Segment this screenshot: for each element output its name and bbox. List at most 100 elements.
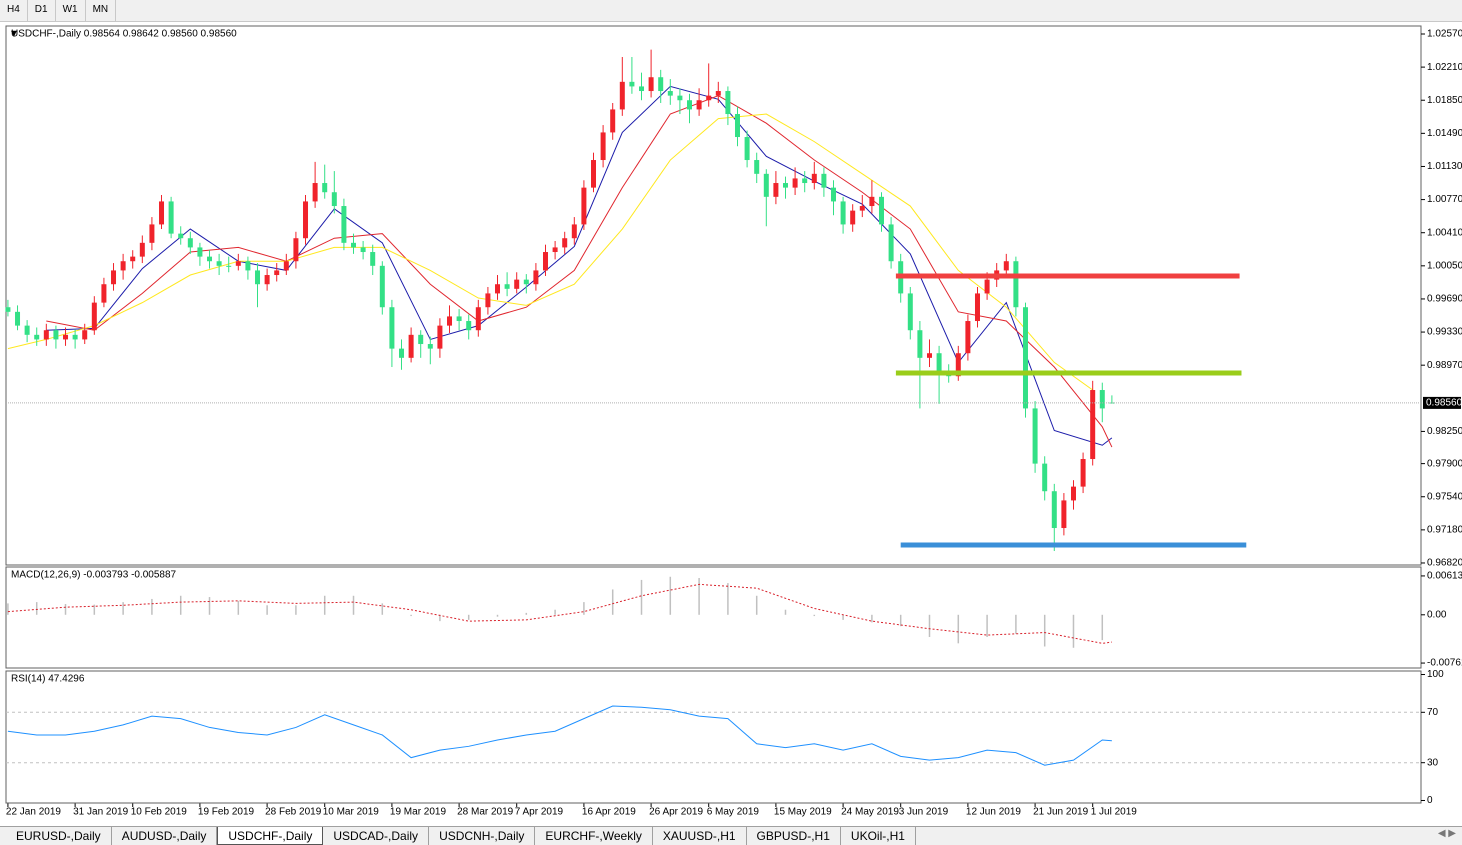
x-tick-label: 28 Feb 2019 <box>265 807 322 818</box>
candle-body <box>782 183 788 188</box>
candle-body <box>792 178 798 188</box>
chart-tab[interactable]: UKOil-,H1 <box>841 827 916 845</box>
candle-body <box>514 279 520 289</box>
chart-tab[interactable]: USDCHF-,Daily <box>217 827 324 845</box>
candle-body <box>936 353 942 372</box>
chart-tabs: EURUSD-,Daily AUDUSD-,Daily USDCHF-,Daily U… <box>0 826 1462 845</box>
candle-body <box>840 201 846 225</box>
candle-body <box>1090 390 1096 460</box>
timeframe-button[interactable]: W1 <box>56 0 86 21</box>
candle-body <box>706 95 712 101</box>
candle-body <box>187 238 193 248</box>
candle-body <box>178 233 184 239</box>
candle-body <box>734 114 740 138</box>
candle-body <box>495 284 501 294</box>
y-tick-label: 0.00613 <box>1427 571 1462 582</box>
candle-body <box>149 224 155 243</box>
candle-body <box>869 196 875 207</box>
candle-body <box>437 325 443 349</box>
candle-body <box>351 242 357 248</box>
chart-tab[interactable]: USDCAD-,Daily <box>323 827 430 845</box>
last-price-box <box>1423 396 1461 409</box>
chart-tab[interactable]: EURCHF-,Weekly <box>535 827 653 845</box>
chart-tab[interactable]: GBPUSD-,H1 <box>747 827 841 845</box>
y-tick-label: 1.01130 <box>1427 161 1462 172</box>
candle-body <box>1051 491 1057 529</box>
candle-body <box>226 265 232 267</box>
candle-body <box>1003 261 1009 271</box>
x-tick-label: 6 May 2019 <box>707 807 760 818</box>
candle-body <box>754 160 760 174</box>
pane-frame <box>5 25 1422 566</box>
candle-body <box>43 330 49 340</box>
candle-body <box>235 261 241 266</box>
candle-body <box>955 353 961 377</box>
x-tick-label: 1 Jul 2019 <box>1091 807 1138 818</box>
candle-body <box>24 325 30 335</box>
y-tick-label: 1.02570 <box>1427 29 1462 40</box>
candle-body <box>591 160 597 188</box>
tab-scroll[interactable]: ◀ ▶ <box>1437 828 1456 839</box>
y-tick-label: 0 <box>1427 795 1433 806</box>
candle-body <box>917 330 923 358</box>
candle-body <box>408 334 414 358</box>
candle-body <box>255 270 261 285</box>
candle-body <box>111 270 117 285</box>
chart-tab[interactable]: EURUSD-,Daily <box>6 827 112 845</box>
candle-body <box>802 178 808 184</box>
pane-frame <box>5 670 1422 804</box>
candle-body <box>456 316 462 322</box>
y-tick-label: 0.00 <box>1427 609 1447 620</box>
chart-tab[interactable]: USDCNH-,Daily <box>429 827 536 845</box>
candle-body <box>1070 486 1076 501</box>
candle-body <box>82 330 88 340</box>
x-tick-label: 22 Jan 2019 <box>6 807 61 818</box>
candle-body <box>1061 500 1067 529</box>
y-tick-label: 0.97540 <box>1427 491 1462 502</box>
chart-tab[interactable]: XAUUSD-,H1 <box>653 827 747 845</box>
candle-body <box>533 270 539 285</box>
candle-body <box>658 77 664 92</box>
timeframe-button[interactable]: MN <box>86 0 117 21</box>
candle-body <box>744 137 750 161</box>
y-tick-label: 0.97180 <box>1427 524 1462 535</box>
candle-body <box>763 173 769 197</box>
y-tick-label: 0.98970 <box>1427 360 1462 371</box>
x-tick-label: 15 May 2019 <box>774 807 832 818</box>
moving-average <box>7 113 1093 391</box>
candle-body <box>379 265 385 308</box>
pane-title: RSI(14) 47.4296 <box>11 674 85 685</box>
candle-body <box>1080 459 1086 487</box>
candle-body <box>63 334 69 340</box>
candle-body <box>168 201 174 234</box>
candle-body <box>101 284 107 303</box>
candle-body <box>725 91 731 115</box>
chart-tab[interactable]: AUDUSD-,Daily <box>112 827 218 845</box>
x-tick-label: 26 Apr 2019 <box>649 807 703 818</box>
candle-body <box>859 206 865 211</box>
y-tick-label: 1.02210 <box>1427 62 1462 73</box>
y-tick-label: -0.00761 <box>1427 658 1462 669</box>
candle-body <box>1099 390 1105 409</box>
menu-arrow: ▼ <box>9 29 19 40</box>
y-tick-label: 1.00770 <box>1427 194 1462 205</box>
y-tick-label: 30 <box>1427 757 1439 768</box>
timeframe-button[interactable]: H4 <box>0 0 28 21</box>
candle-body <box>687 100 693 110</box>
candle-body <box>15 311 21 326</box>
x-tick-label: 10 Mar 2019 <box>323 807 380 818</box>
candle-body <box>600 132 606 161</box>
candle-body <box>773 183 779 197</box>
y-tick-label: 1.01490 <box>1427 128 1462 139</box>
candle-body <box>293 238 299 262</box>
candle-body <box>274 270 280 276</box>
timeframe-button[interactable]: D1 <box>28 0 56 21</box>
moving-average <box>46 95 1113 448</box>
candle-body <box>360 247 366 253</box>
candle-body <box>120 261 126 271</box>
candle-body <box>216 261 222 266</box>
candle-body <box>619 81 625 110</box>
candle-body <box>504 284 510 289</box>
x-tick-label: 24 May 2019 <box>841 807 899 818</box>
